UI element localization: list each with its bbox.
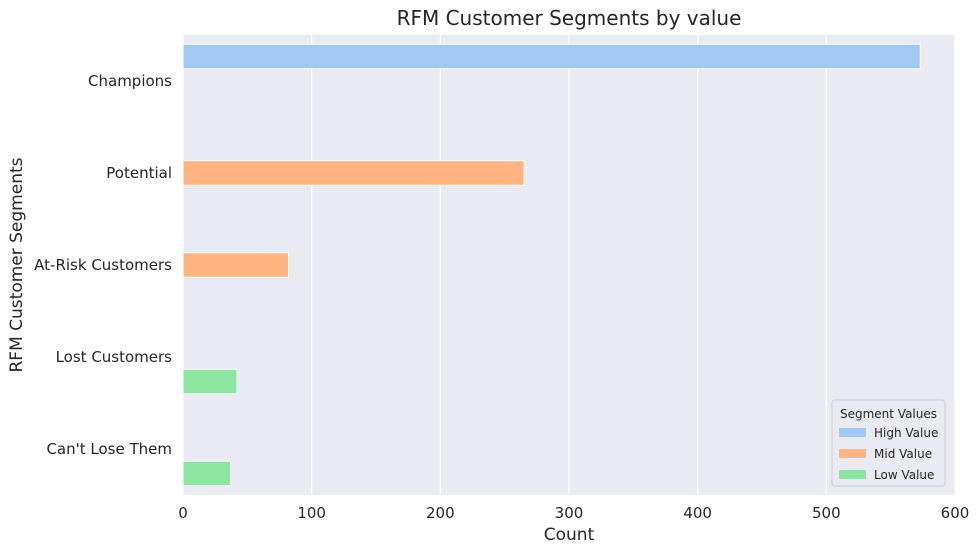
legend-swatch — [839, 428, 866, 437]
y-axis-label: RFM Customer Segments — [7, 157, 27, 372]
x-tick-labels: 0 100 200 300 400 500 600 — [178, 504, 969, 522]
bars — [182, 43, 921, 487]
x-tick-label: 500 — [812, 504, 841, 522]
bar-high-value — [182, 43, 921, 70]
bar-mid-value — [182, 252, 290, 278]
chart-title: RFM Customer Segments by value — [397, 6, 742, 30]
legend-swatch — [839, 449, 866, 458]
y-tick-label: Champions — [88, 72, 172, 90]
x-tick-label: 100 — [297, 504, 326, 522]
y-tick-label: Lost Customers — [56, 348, 173, 366]
legend-label: Low Value — [874, 468, 934, 482]
bar-low-value — [182, 368, 238, 395]
x-tick-label: 200 — [426, 504, 455, 522]
y-tick-label: Potential — [106, 164, 172, 182]
x-tick-label: 300 — [555, 504, 584, 522]
y-tick-label: At-Risk Customers — [34, 256, 172, 274]
legend-items: High Value Mid Value Low Value — [839, 426, 938, 482]
legend: Segment Values High Value Mid Value Low Va… — [831, 399, 946, 487]
x-axis-label: Count — [544, 525, 595, 545]
x-tick-label: 0 — [178, 504, 188, 522]
legend-swatch — [839, 470, 866, 479]
x-tick-label: 400 — [683, 504, 712, 522]
legend-title: Segment Values — [840, 407, 937, 421]
legend-label: Mid Value — [874, 447, 932, 461]
x-tick-label: 600 — [941, 504, 970, 522]
bar-mid-value — [182, 160, 525, 186]
legend-label: High Value — [874, 426, 938, 440]
y-tick-label: Can't Lose Them — [46, 440, 172, 458]
legend-box — [831, 399, 946, 487]
bar-low-value — [182, 460, 232, 487]
grid-lines — [182, 35, 956, 495]
y-tick-labels: Champions Potential At-Risk Customers Lost … — [34, 72, 172, 458]
